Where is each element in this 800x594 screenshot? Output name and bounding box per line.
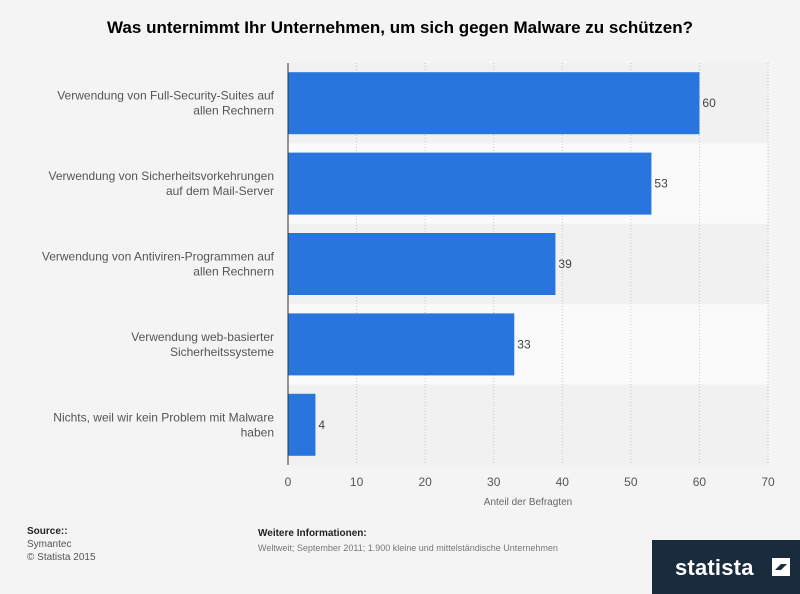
category-label-line: Verwendung von Sicherheitsvorkehrungen (49, 169, 274, 183)
bars: 60 53 39 33 4 (288, 72, 716, 456)
data-label: 33 (517, 337, 531, 351)
source-line: Symantec (27, 539, 72, 550)
info-heading: Weitere Informationen: (258, 528, 367, 539)
data-label: 4 (318, 418, 325, 432)
category-label-line: Verwendung web-basierter (131, 330, 274, 344)
data-label: 53 (654, 177, 668, 191)
logo-text: statista (675, 555, 754, 580)
category-label: Nichts, weil wir kein Problem mit Malwar… (53, 410, 274, 439)
x-tick-label: 20 (418, 475, 432, 489)
category-label-line: allen Rechnern (193, 265, 274, 279)
x-tick-label: 50 (624, 475, 638, 489)
info-text: Weltweit; September 2011; 1.900 kleine u… (258, 543, 558, 553)
bar (288, 233, 556, 295)
category-labels: Verwendung von Full-Security-Suites auf a… (42, 89, 275, 440)
x-tick-labels: 0 10 20 30 40 50 60 70 (285, 475, 775, 489)
category-label-line: auf dem Mail-Server (166, 184, 274, 198)
x-axis-title: Anteil der Befragten (484, 497, 572, 508)
category-label-line: haben (241, 425, 274, 439)
row-band (288, 384, 768, 465)
source-block: Source:: Symantec © Statista 2015 (27, 525, 96, 564)
bar (288, 393, 316, 456)
x-tick-label: 0 (285, 475, 292, 489)
x-tick-label: 40 (556, 475, 570, 489)
category-label: Verwendung von Full-Security-Suites auf a… (57, 89, 274, 118)
category-label-line: Nichts, weil wir kein Problem mit Malwar… (53, 410, 274, 424)
data-label: 60 (702, 96, 716, 110)
category-label-line: allen Rechnern (193, 104, 274, 118)
logo-mark-icon (772, 558, 790, 576)
bar (288, 313, 515, 376)
bar (288, 72, 700, 135)
category-label-line: Verwendung von Antiviren-Programmen auf (42, 250, 275, 264)
info-block: Weitere Informationen: Weltweit; Septemb… (258, 528, 558, 554)
category-label-line: Verwendung von Full-Security-Suites auf (57, 89, 274, 103)
category-label-line: Sicherheitssysteme (170, 345, 274, 359)
source-heading: Source:: (27, 526, 68, 537)
x-tick-label: 70 (761, 475, 775, 489)
x-tick-label: 30 (487, 475, 501, 489)
statista-logo[interactable]: statista (652, 540, 800, 594)
chart-title: Was unternimmt Ihr Unternehmen, um sich … (107, 18, 693, 37)
category-label: Verwendung web-basierter Sicherheitssyste… (131, 330, 274, 359)
x-tick-label: 10 (350, 475, 364, 489)
data-label: 39 (558, 257, 572, 271)
x-tick-label: 60 (693, 475, 707, 489)
category-label: Verwendung von Sicherheitsvorkehrungen au… (49, 169, 274, 198)
copyright-line: © Statista 2015 (27, 552, 96, 563)
category-label: Verwendung von Antiviren-Programmen auf a… (42, 250, 275, 279)
bar (288, 152, 652, 215)
